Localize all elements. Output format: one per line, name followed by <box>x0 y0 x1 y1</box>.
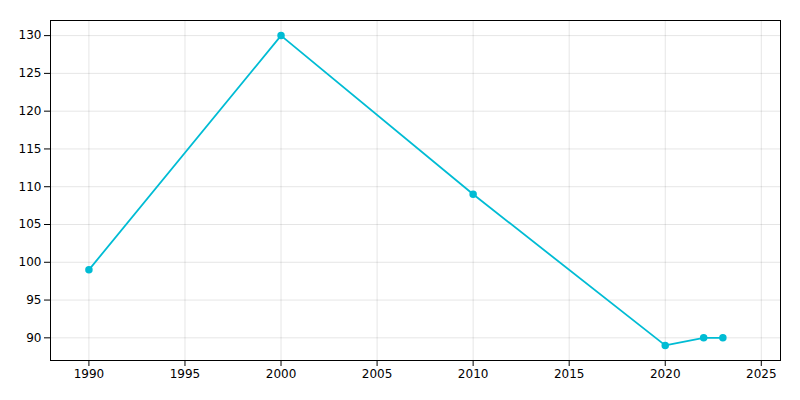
svg-text:2010: 2010 <box>458 367 489 381</box>
svg-text:110: 110 <box>19 180 42 194</box>
svg-text:1990: 1990 <box>74 367 105 381</box>
svg-text:90: 90 <box>26 331 41 345</box>
svg-text:115: 115 <box>19 142 42 156</box>
svg-text:2020: 2020 <box>650 367 681 381</box>
svg-text:125: 125 <box>19 66 42 80</box>
svg-text:105: 105 <box>19 217 42 231</box>
svg-text:1995: 1995 <box>170 367 201 381</box>
svg-text:2000: 2000 <box>266 367 297 381</box>
svg-text:2005: 2005 <box>362 367 393 381</box>
svg-text:95: 95 <box>26 293 41 307</box>
svg-text:130: 130 <box>19 28 42 42</box>
svg-text:120: 120 <box>19 104 42 118</box>
svg-text:100: 100 <box>19 255 42 269</box>
svg-text:2015: 2015 <box>554 367 585 381</box>
svg-text:2025: 2025 <box>746 367 777 381</box>
